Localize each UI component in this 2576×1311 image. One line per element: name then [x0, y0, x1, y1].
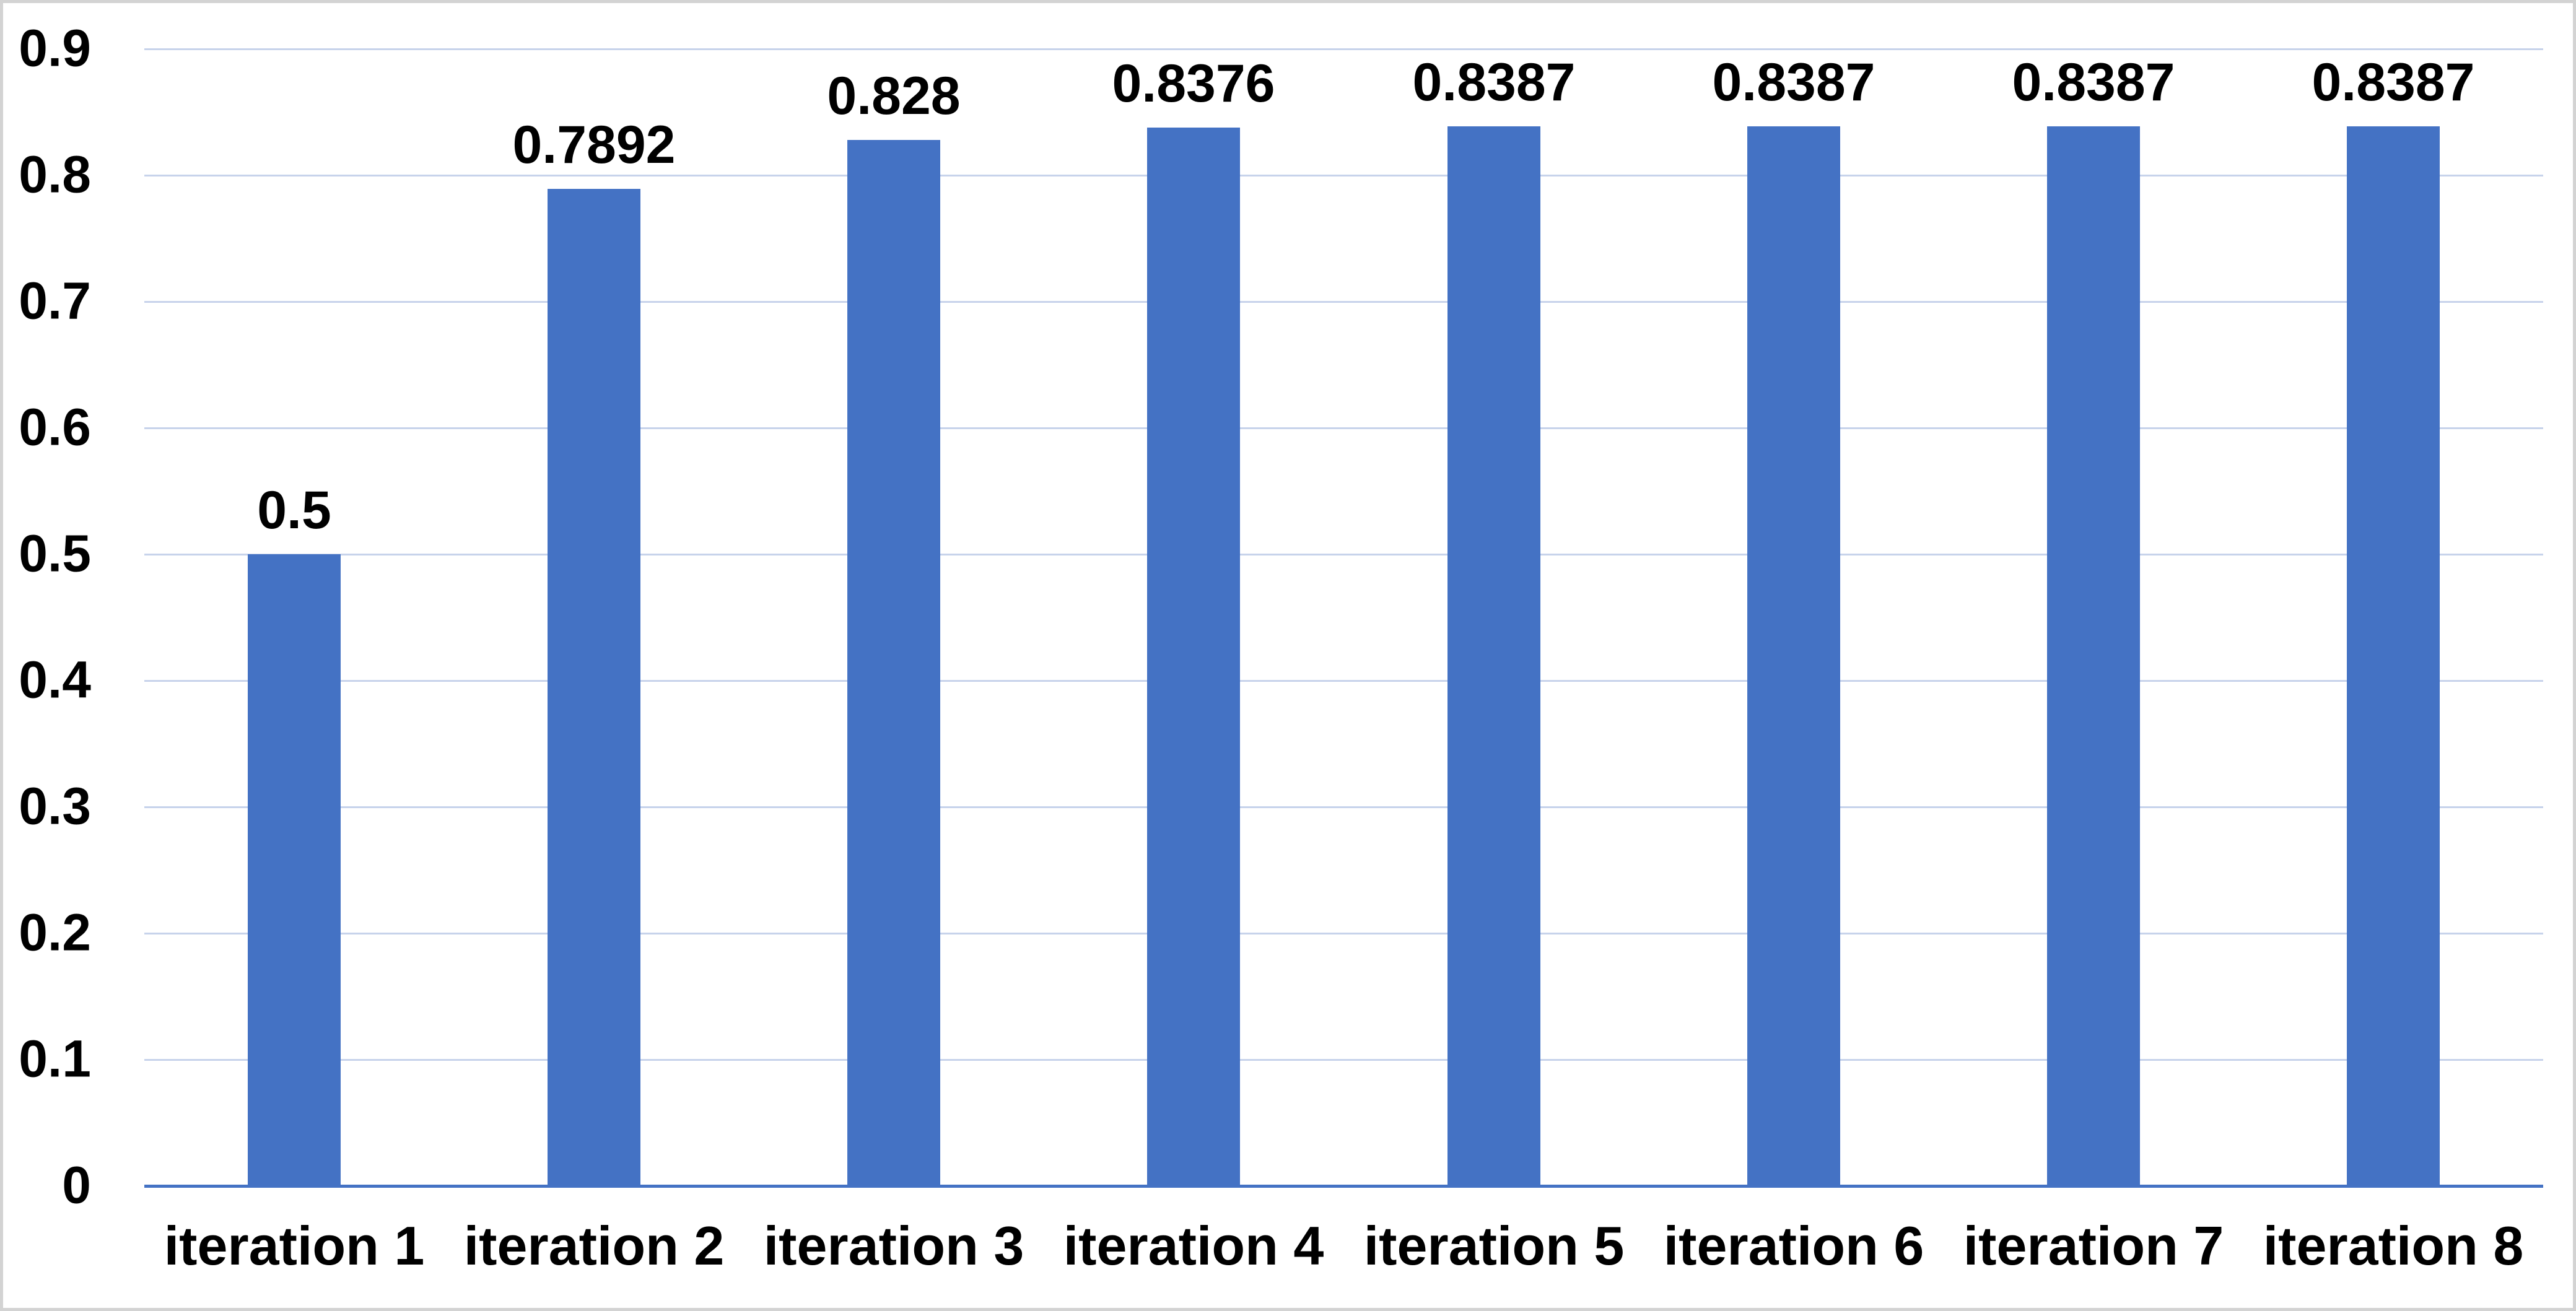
bar-value-label-7: 0.8387 — [2012, 53, 2175, 112]
bar-iteration-5 — [1447, 126, 1540, 1186]
gridline-0.6 — [144, 427, 2543, 429]
gridline-0.1 — [144, 1059, 2543, 1061]
gridline-0.3 — [144, 806, 2543, 808]
bar-value-label-2: 0.7892 — [512, 115, 676, 175]
bar-value-label-3: 0.828 — [827, 66, 961, 126]
gridline-0.2 — [144, 933, 2543, 934]
y-tick-label-0.3: 0.3 — [19, 777, 91, 835]
x-axis-line — [144, 1185, 2543, 1188]
x-axis-labels: iteration 1 iteration 2 iteration 3 iterati… — [3, 3, 2573, 1308]
bar-value-label-1: 0.5 — [257, 481, 331, 540]
x-tick-label-iteration-3: iteration 3 — [763, 1215, 1024, 1276]
bar-iteration-2 — [548, 189, 640, 1186]
y-tick-label-0.1: 0.1 — [19, 1029, 91, 1088]
y-tick-label-0.5: 0.5 — [19, 524, 91, 583]
x-tick-label-iteration-2: iteration 2 — [463, 1215, 725, 1276]
y-tick-label-0.4: 0.4 — [19, 650, 91, 709]
y-tick-label-0.2: 0.2 — [19, 903, 91, 962]
bar-iteration-1 — [248, 554, 341, 1186]
y-tick-label-0.9: 0.9 — [19, 19, 91, 77]
value-labels-layer: 0.5 0.7892 0.828 0.8376 0.8387 0.8387 0.8387 0.… — [3, 3, 2573, 1308]
x-tick-label-iteration-1: iteration 1 — [164, 1215, 425, 1276]
bar-iteration-6 — [1747, 126, 1840, 1186]
x-tick-label-iteration-4: iteration 4 — [1063, 1215, 1324, 1276]
bars-layer — [3, 3, 2573, 1308]
y-tick-label-0.8: 0.8 — [19, 145, 91, 204]
y-axis-labels: 0 0.1 0.2 0.3 0.4 0.5 0.6 0.7 0.8 0.9 — [3, 3, 2573, 1308]
bar-value-label-5: 0.8387 — [1412, 53, 1576, 112]
x-tick-label-iteration-7: iteration 7 — [1963, 1215, 2224, 1276]
bar-iteration-4 — [1147, 128, 1240, 1186]
gridline-0.5 — [144, 554, 2543, 555]
bar-value-label-4: 0.8376 — [1112, 54, 1275, 113]
x-tick-label-iteration-8: iteration 8 — [2263, 1215, 2524, 1276]
y-tick-label-0.6: 0.6 — [19, 398, 91, 456]
x-tick-label-iteration-6: iteration 6 — [1663, 1215, 1924, 1276]
x-tick-label-iteration-5: iteration 5 — [1363, 1215, 1625, 1276]
gridline-0.7 — [144, 301, 2543, 303]
bar-iteration-3 — [847, 140, 940, 1186]
gridline-0.8 — [144, 175, 2543, 176]
y-tick-label-0.7: 0.7 — [19, 271, 91, 330]
bar-iteration-8 — [2347, 126, 2440, 1186]
y-tick-label-0: 0 — [62, 1156, 91, 1214]
bar-value-label-8: 0.8387 — [2312, 53, 2475, 112]
bar-iteration-7 — [2047, 126, 2140, 1186]
gridline-0.9 — [144, 48, 2543, 50]
gridlines-layer — [3, 3, 2573, 1308]
gridline-0.4 — [144, 680, 2543, 682]
bar-value-label-6: 0.8387 — [1712, 53, 1875, 112]
